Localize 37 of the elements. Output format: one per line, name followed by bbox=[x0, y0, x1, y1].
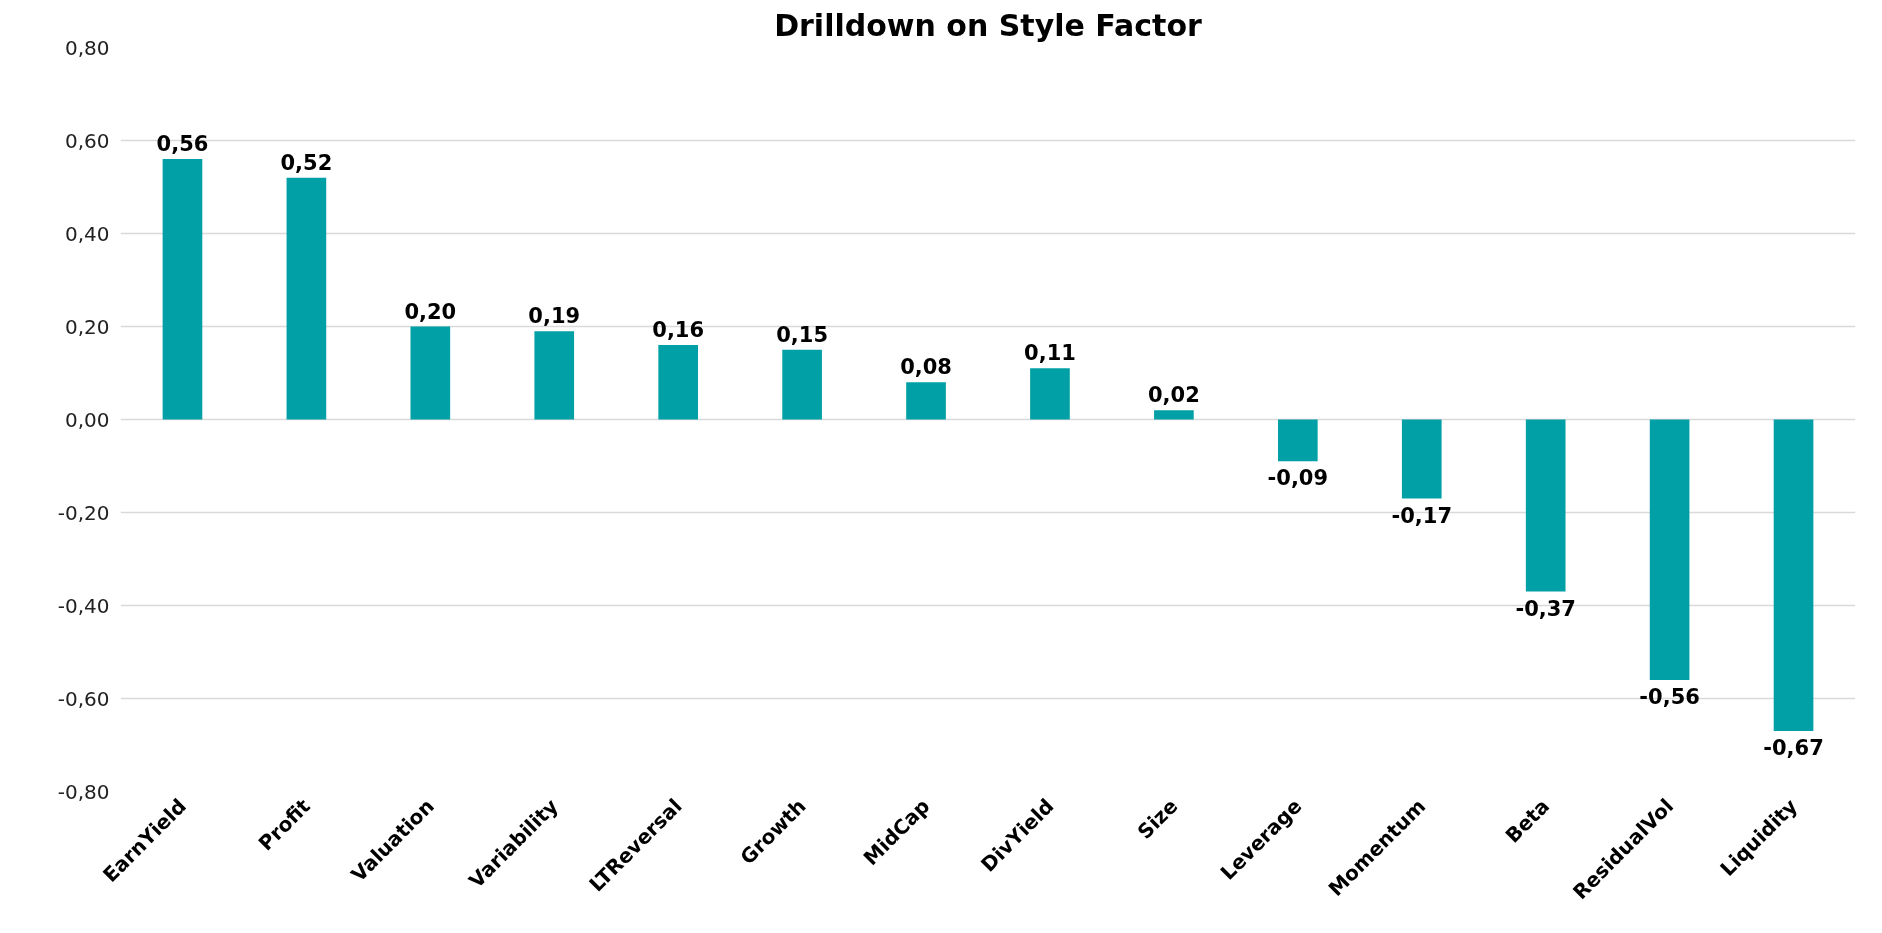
y-tick-label: 0,20 bbox=[64, 314, 110, 339]
chart-title: Drilldown on Style Factor bbox=[774, 7, 1203, 43]
y-tick-label: -0,40 bbox=[57, 593, 110, 618]
bar bbox=[1525, 419, 1566, 592]
data-label: 0,56 bbox=[156, 132, 209, 157]
data-label: 0,19 bbox=[528, 304, 581, 329]
bar bbox=[1277, 419, 1318, 462]
bar bbox=[162, 159, 203, 420]
y-tick-label: 0,80 bbox=[64, 35, 110, 60]
data-label: 0,02 bbox=[1147, 383, 1200, 408]
data-label: -0,09 bbox=[1267, 466, 1329, 491]
data-label: -0,17 bbox=[1391, 503, 1453, 528]
data-label: 0,20 bbox=[404, 299, 457, 324]
bar bbox=[658, 345, 699, 420]
bar bbox=[1773, 419, 1814, 732]
y-tick-label: -0,60 bbox=[57, 686, 110, 711]
bar bbox=[1401, 419, 1442, 499]
bar bbox=[286, 177, 327, 420]
bar bbox=[1649, 419, 1690, 680]
bar bbox=[906, 382, 946, 420]
data-label: -0,37 bbox=[1515, 596, 1576, 621]
data-label: 0,08 bbox=[900, 355, 952, 380]
bar bbox=[534, 331, 575, 420]
y-tick-label: 0,40 bbox=[64, 221, 110, 246]
y-tick-label: 0,00 bbox=[64, 407, 110, 432]
y-tick-label: 0,60 bbox=[64, 128, 110, 153]
y-tick-label: -0,20 bbox=[57, 500, 110, 525]
bar bbox=[1030, 368, 1070, 420]
data-label: 0,11 bbox=[1024, 341, 1076, 366]
bar bbox=[782, 349, 822, 420]
data-label: 0,15 bbox=[776, 322, 829, 347]
data-label: 0,52 bbox=[280, 150, 333, 175]
bar bbox=[410, 326, 451, 420]
data-label: 0,16 bbox=[652, 318, 705, 343]
data-label: -0,56 bbox=[1639, 684, 1700, 709]
bar bbox=[1154, 410, 1194, 420]
data-label: -0,67 bbox=[1763, 736, 1824, 761]
